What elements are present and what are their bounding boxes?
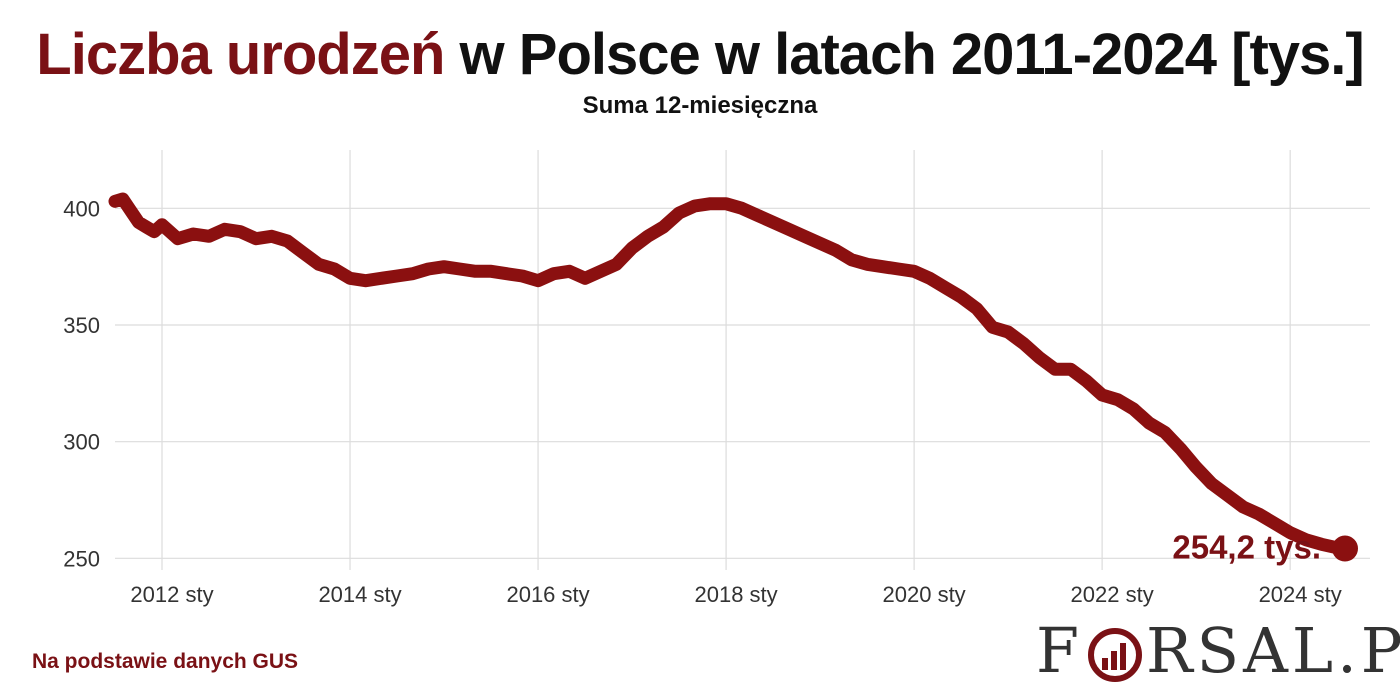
birth-series-line	[108, 192, 1352, 555]
x-tick-label: 2016 sty	[506, 582, 589, 607]
chart-title-highlight: Liczba urodzeń	[36, 22, 445, 87]
y-tick-label: 400	[63, 196, 100, 221]
axis-layer: 250 300 350 400 2012 sty 2014 sty 2016 sty 2018…	[63, 196, 1341, 607]
last-point-label: 254,2 tys.	[1172, 529, 1321, 566]
x-tick-label: 2012 sty	[130, 582, 213, 607]
chart-subtitle: Suma 12-miesięczna	[582, 92, 818, 119]
x-tick-label: 2018 sty	[694, 582, 777, 607]
y-tick-label: 300	[63, 430, 100, 455]
line-layer: 254,2 tys.	[108, 192, 1358, 566]
x-tick-label: 2020 sty	[883, 582, 966, 607]
chart-title-rest: w Polsce w latach 2011-2024 [tys.]	[444, 22, 1365, 87]
y-tick-label: 350	[63, 313, 100, 338]
source-note: Na podstawie danych GUS	[32, 650, 299, 673]
brand-text-first: F	[1036, 614, 1084, 687]
x-tick-label: 2022 sty	[1071, 582, 1154, 607]
brand-text-rest: RSAL.PL	[1146, 614, 1400, 687]
y-tick-label: 250	[63, 546, 100, 571]
last-point-marker	[1332, 535, 1358, 562]
x-tick-label: 2014 sty	[318, 582, 401, 607]
chart-title: Liczba urodzeń w Polsce w latach 2011-20…	[0, 16, 1400, 94]
brand-logo: F RSAL.PL	[1036, 612, 1400, 687]
logo-o-bar-chart-icon	[1088, 628, 1142, 682]
x-tick-label: 2024 sty	[1259, 582, 1342, 607]
